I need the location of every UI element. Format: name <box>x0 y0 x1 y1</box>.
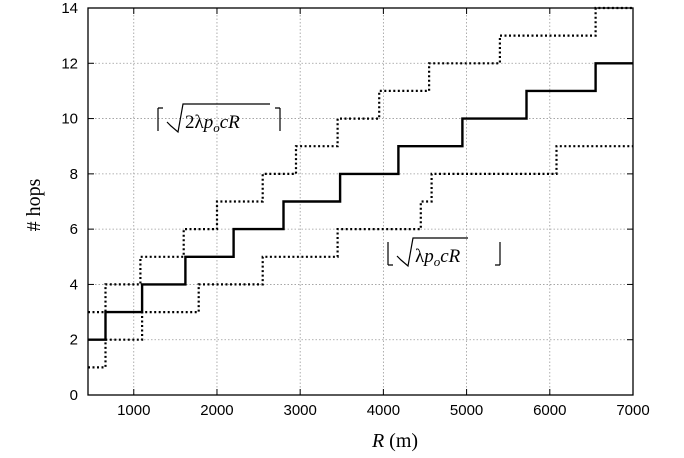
y-tick-label: 4 <box>70 276 78 293</box>
series-line-dotted-1 <box>88 6 633 314</box>
y-tick-label: 6 <box>70 221 78 238</box>
annotation-ceiling-bound: 2λpocR <box>157 103 281 135</box>
y-axis-label: # hops <box>23 178 45 231</box>
data-series <box>88 6 633 369</box>
x-tick-label: 7000 <box>616 402 649 419</box>
y-tick-label: 8 <box>70 166 78 183</box>
annotations: 2λpocR λpocR <box>157 103 501 269</box>
y-tick-label: 2 <box>70 332 78 349</box>
x-tick-label: 6000 <box>533 402 566 419</box>
plot-frame <box>87 7 634 396</box>
x-tick-label: 4000 <box>367 402 400 419</box>
svg-text:2λpocR: 2λpocR <box>185 112 240 135</box>
x-tick-label: 3000 <box>283 402 316 419</box>
y-tick-label: 10 <box>61 111 78 128</box>
svg-text:λpocR: λpocR <box>415 246 461 269</box>
y-tick-label: 14 <box>61 0 78 17</box>
x-tick-label: 5000 <box>450 402 483 419</box>
y-tick-label: 12 <box>61 55 78 72</box>
axis-ticks: 1000 2000 3000 4000 5000 6000 7000 0 2 4 6 8 10 12 14 <box>61 0 649 419</box>
annotation-floor-bound: λpocR <box>387 237 501 269</box>
x-tick-label: 1000 <box>117 402 150 419</box>
x-axis-label: R (m) <box>371 430 418 452</box>
series-line-solid <box>88 62 633 341</box>
y-tick-label: 0 <box>70 387 78 404</box>
x-tick-label: 2000 <box>200 402 233 419</box>
